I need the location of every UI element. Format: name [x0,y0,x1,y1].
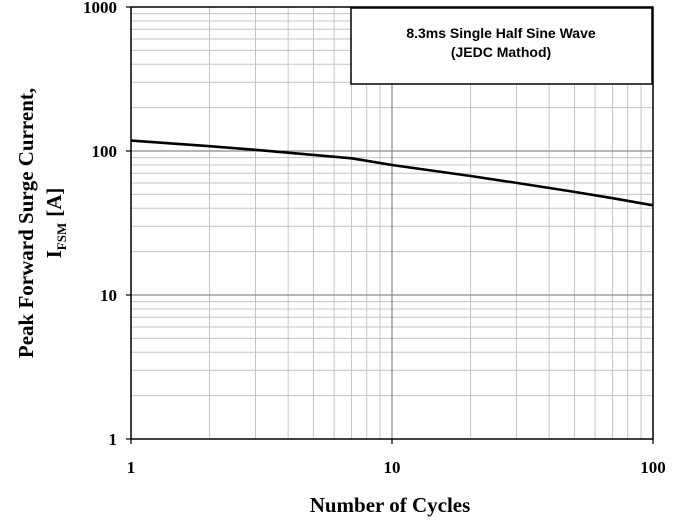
y-tick-label: 1000 [83,0,117,17]
y-axis-title-subscript: FSM [54,223,69,250]
y-axis-title-unit: [A] [42,188,66,217]
x-axis-title: Number of Cycles [310,493,471,517]
legend-box [350,7,653,85]
y-axis-title-line-1: Peak Forward Surge Current, [14,88,38,358]
y-tick-label: 1 [109,430,118,449]
x-tick-label: 1 [127,458,136,477]
x-tick-label: 100 [640,458,666,477]
tick-layer: 1 10 100 1 10 100 1000 [83,0,666,477]
y-axis-title-line-2: IFSM [A] [42,188,69,259]
legend: 8.3ms Single Half Sine Wave (JEDC Mathod… [350,7,653,85]
legend-line-2: (JEDC Mathod) [451,44,551,60]
surge-current-curve [130,139,654,207]
x-tick-label: 10 [384,458,401,477]
y-tick-label: 10 [100,286,117,305]
y-tick-label: 100 [92,142,118,161]
y-axis-title-symbol: I [42,250,66,258]
y-axis-title: Peak Forward Surge Current, IFSM [A] [14,88,69,358]
series-layer [130,139,654,207]
legend-line-1: 8.3ms Single Half Sine Wave [406,25,596,41]
